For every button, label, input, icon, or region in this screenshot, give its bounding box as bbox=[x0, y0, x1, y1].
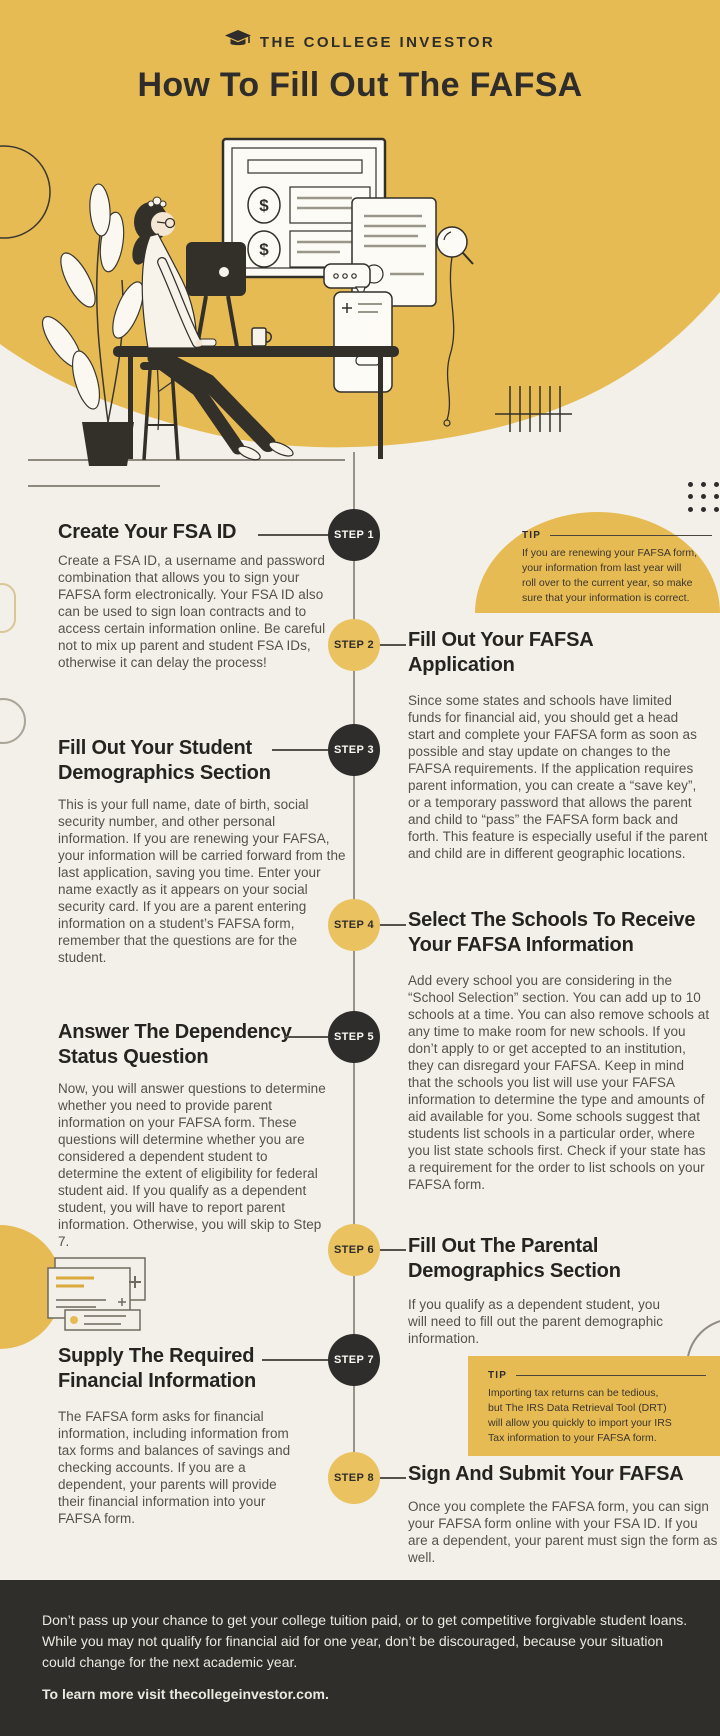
plus-sign-decoration bbox=[118, 1298, 126, 1306]
step-5-title: Answer The Dependency Status Question bbox=[58, 1021, 292, 1068]
tip-1-text: If you are renewing your FAFSA form, you… bbox=[522, 547, 698, 604]
tip-rule bbox=[516, 1375, 706, 1376]
tip-2-header: TIP bbox=[488, 1370, 706, 1381]
circle-outline-decoration bbox=[0, 145, 51, 239]
document-card-illustration bbox=[351, 197, 437, 307]
step-6-body: If you qualify as a dependent student, y… bbox=[408, 1297, 664, 1346]
pill-outline-decoration bbox=[0, 583, 16, 633]
step-8-connector bbox=[380, 1477, 406, 1479]
brand-name: THE COLLEGE INVESTOR bbox=[259, 33, 496, 51]
step-3-connector bbox=[272, 749, 328, 751]
step-4-marker: STEP 4 bbox=[328, 899, 380, 951]
mug-illustration bbox=[251, 327, 267, 347]
phone-card-illustration bbox=[333, 291, 393, 393]
step-8-body: Once you complete the FAFSA form, you ca… bbox=[408, 1499, 718, 1565]
step-2-marker: STEP 2 bbox=[328, 619, 380, 671]
hero-illustration: $ $ bbox=[0, 130, 720, 487]
dots-grid-decoration bbox=[688, 482, 720, 512]
tip-2-background-box bbox=[468, 1356, 720, 1456]
comb-lines-decoration bbox=[495, 386, 572, 432]
step-3-marker: STEP 3 bbox=[328, 724, 380, 776]
cards-illustration bbox=[47, 1257, 146, 1331]
tip-2-label: TIP bbox=[488, 1370, 508, 1381]
step-6-title: Fill Out The Parental Demographics Secti… bbox=[408, 1235, 621, 1282]
footer: Don’t pass up your chance to get your co… bbox=[0, 1580, 720, 1736]
step-4-title: Select The Schools To Receive Your FAFSA… bbox=[408, 909, 696, 956]
step-4-connector bbox=[380, 924, 406, 926]
tip-1-header: TIP bbox=[522, 530, 712, 541]
footer-paragraph: Don’t pass up your chance to get your co… bbox=[42, 1612, 688, 1670]
tip-2-text: Importing tax returns can be tedious, bu… bbox=[488, 1387, 672, 1444]
step-3-body: This is your full name, date of birth, s… bbox=[58, 797, 346, 965]
plus-sign-decoration bbox=[129, 1276, 141, 1288]
step-5-connector bbox=[284, 1036, 328, 1038]
monitor-illustration bbox=[186, 242, 246, 296]
tip-1: TIP If you are renewing your FAFSA form,… bbox=[522, 530, 712, 606]
tip-rule bbox=[550, 535, 712, 536]
step-2-title: Fill Out Your FAFSA Application bbox=[408, 629, 594, 676]
dollar-sign: $ bbox=[259, 196, 269, 215]
step-1-connector bbox=[258, 534, 328, 536]
step-2-body: Since some states and schools have limit… bbox=[408, 693, 708, 861]
tip-1-label: TIP bbox=[522, 530, 542, 541]
step-7-title: Supply The Required Financial Informatio… bbox=[58, 1345, 257, 1392]
step-8-marker: STEP 8 bbox=[328, 1452, 380, 1504]
plant-pot bbox=[82, 422, 134, 466]
step-8-title: Sign And Submit Your FAFSA bbox=[408, 1463, 684, 1485]
step-6-connector bbox=[380, 1249, 406, 1251]
step-2-connector bbox=[380, 644, 406, 646]
step-1-body: Create a FSA ID, a username and password… bbox=[58, 553, 326, 670]
step-7-connector bbox=[262, 1359, 328, 1361]
step-5-marker: STEP 5 bbox=[328, 1011, 380, 1063]
dollar-sign: $ bbox=[259, 240, 269, 259]
step-4-body: Add every school you are considering in … bbox=[408, 973, 710, 1192]
timeline-line bbox=[353, 452, 355, 1478]
step-1-title: Create Your FSA ID bbox=[58, 521, 237, 543]
graduation-cap-icon bbox=[224, 30, 251, 54]
page-title: How To Fill Out The FAFSA bbox=[137, 66, 583, 104]
desk-illustration bbox=[113, 242, 399, 459]
woman-illustration bbox=[132, 196, 294, 461]
tip-2: TIP Importing tax returns can be tedious… bbox=[488, 1370, 706, 1446]
circle-outline-decoration-left bbox=[0, 698, 26, 744]
brand-logo: THE COLLEGE INVESTOR bbox=[0, 30, 720, 54]
footer-cta: To learn more visit thecollegeinvestor.c… bbox=[42, 1686, 329, 1702]
step-3-title: Fill Out Your Student Demographics Secti… bbox=[58, 737, 271, 784]
stool-illustration bbox=[140, 362, 182, 370]
header-band bbox=[0, 0, 720, 140]
step-1-marker: STEP 1 bbox=[328, 509, 380, 561]
step-5-body: Now, you will answer questions to determ… bbox=[58, 1081, 326, 1249]
step-6-marker: STEP 6 bbox=[328, 1224, 380, 1276]
step-7-body: The FAFSA form asks for financial inform… bbox=[58, 1409, 291, 1526]
step-7-marker: STEP 7 bbox=[328, 1334, 380, 1386]
magnifier-balloon-illustration bbox=[436, 226, 474, 427]
whiteboard-illustration: $ $ bbox=[221, 137, 387, 279]
